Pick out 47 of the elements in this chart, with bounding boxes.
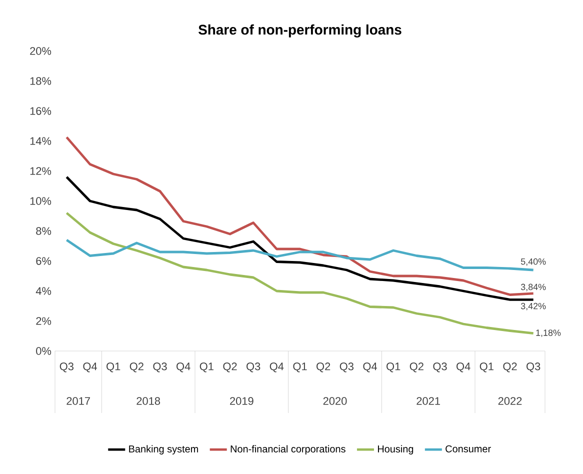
y-tick-label: 2% (36, 317, 52, 325)
data-label: 3,42% (520, 302, 546, 310)
x-tick-label: Q1 (200, 362, 214, 372)
legend-label: Housing (378, 445, 414, 454)
y-tick-label: 8% (36, 227, 52, 235)
data-label: 5,40% (520, 258, 546, 266)
x-tick-label: Q3 (526, 362, 540, 372)
y-tick-label: 16% (30, 107, 52, 115)
x-tick-label: Q2 (223, 362, 237, 372)
y-tick-label: 10% (30, 197, 52, 205)
x-tick-label: Q3 (60, 362, 74, 372)
text: 2017 (66, 397, 90, 405)
x-tick-label: Q1 (480, 362, 494, 372)
x-tick-label: Q2 (410, 362, 424, 372)
text: 2022 (498, 397, 522, 405)
x-tick-label: Q3 (153, 362, 167, 372)
y-tick-label: 20% (30, 47, 52, 55)
x-tick-label: Q4 (363, 362, 377, 372)
x-tick-label: Q4 (176, 362, 190, 372)
x-tick-label: Q3 (433, 362, 447, 372)
data-label: 1,18% (536, 330, 561, 337)
x-tick-label: Q2 (503, 362, 517, 372)
data-label: 3,84% (520, 284, 546, 292)
x-tick-label: Q3 (340, 362, 354, 372)
x-tick-label: Q4 (270, 362, 284, 372)
x-tick-label: Q2 (130, 362, 144, 372)
y-tick-label: 18% (30, 77, 52, 85)
x-tick-label: Q1 (386, 362, 400, 372)
x-tick-label: Q4 (83, 362, 97, 372)
y-tick-label: 14% (30, 137, 52, 145)
y-tick-label: 0% (36, 347, 52, 355)
x-tick-label: Q1 (293, 362, 307, 372)
x-tick-label: Q2 (316, 362, 330, 372)
x-tick-label: Q4 (456, 362, 470, 372)
chart-title: Share of non-performing loans (198, 24, 402, 38)
y-tick-label: 12% (30, 167, 52, 175)
legend-label: Non-financial corporations (230, 445, 346, 454)
text: 2019 (230, 397, 254, 405)
y-tick-label: 4% (36, 287, 52, 295)
x-tick-label: Q1 (106, 362, 120, 372)
legend-label: Consumer (446, 445, 491, 452)
x-tick-label: Q3 (246, 362, 260, 372)
text: 2020 (323, 397, 347, 405)
y-tick-label: 6% (36, 257, 52, 265)
legend-label: Banking system (129, 445, 198, 454)
text: 2021 (416, 397, 440, 405)
text: 2018 (136, 397, 160, 405)
